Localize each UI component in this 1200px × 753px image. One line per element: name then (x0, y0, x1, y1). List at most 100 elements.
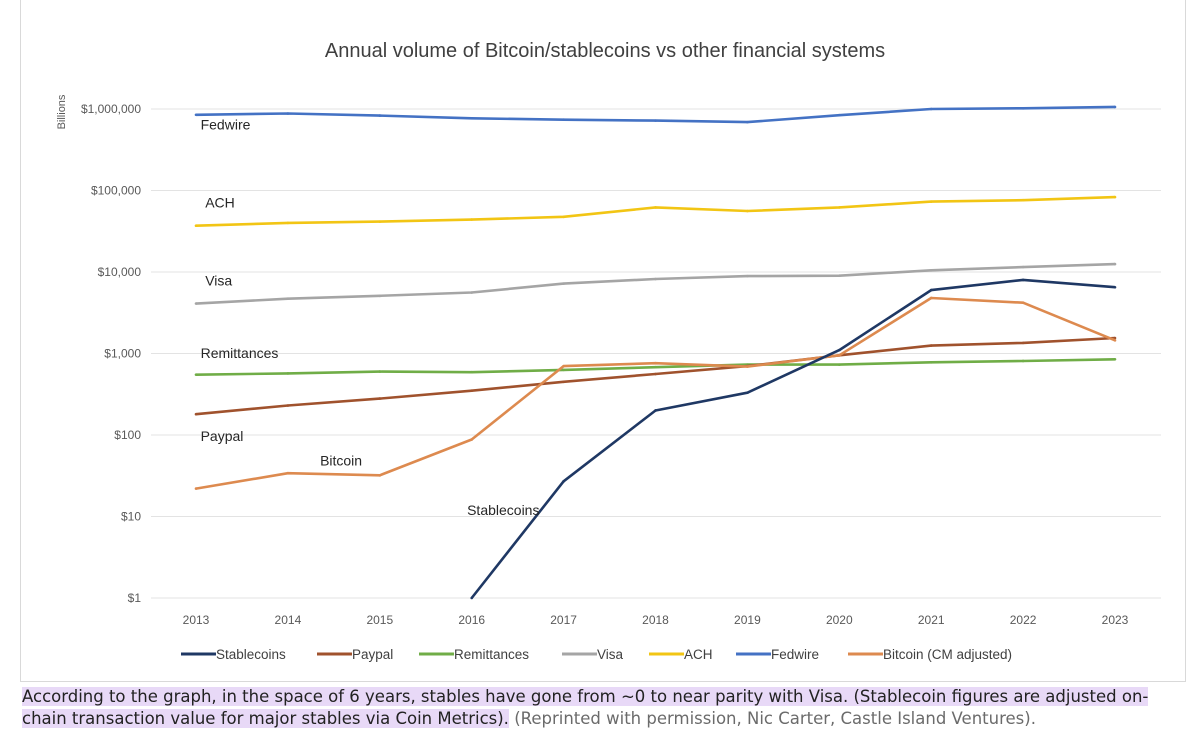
chart-frame: Annual volume of Bitcoin/stablecoins vs … (20, 0, 1186, 682)
legend-label: Fedwire (771, 647, 819, 662)
data-point (654, 372, 657, 376)
series-annotation: Remittances (201, 345, 279, 361)
data-point (1021, 278, 1025, 282)
data-point (562, 282, 565, 285)
data-point (1113, 195, 1117, 199)
series-line (470, 278, 1116, 599)
data-point (929, 344, 933, 347)
data-point (1021, 106, 1025, 110)
legend-item: Remittances (419, 647, 529, 662)
x-tick-label: 2022 (1010, 613, 1037, 627)
data-point (654, 277, 657, 281)
gridlines (151, 108, 1161, 599)
x-tick-label: 2019 (734, 613, 761, 627)
data-point (562, 480, 565, 483)
data-point (378, 294, 382, 298)
data-point (562, 380, 565, 384)
data-point (286, 221, 290, 225)
series-lines (194, 105, 1117, 600)
data-point (838, 363, 841, 366)
data-point (562, 368, 565, 372)
x-tick-label: 2017 (550, 613, 577, 627)
data-point (194, 373, 198, 376)
data-point (286, 297, 290, 301)
legend-item: Visa (562, 647, 624, 662)
data-point (929, 268, 933, 272)
data-point (378, 474, 382, 477)
data-point (746, 274, 749, 278)
x-tick-label: 2015 (366, 613, 393, 627)
series-annotation: ACH (205, 194, 235, 210)
legend-item: Fedwire (736, 647, 819, 662)
line-chart: Annual volume of Bitcoin/stablecoins vs … (56, 40, 1161, 662)
data-point (470, 116, 474, 120)
data-point (470, 389, 474, 392)
series-annotation: Paypal (201, 428, 244, 444)
data-point (194, 412, 198, 416)
series-annotation: Stablecoins (467, 502, 539, 518)
data-point (562, 215, 565, 219)
y-axis-ticks: $1 $10 $100 $1,000 $10,000 $100,000 $1,000,000 (81, 102, 141, 605)
data-point (1113, 285, 1117, 289)
data-point (1021, 198, 1025, 202)
data-point (1113, 105, 1117, 109)
series-line (195, 195, 1116, 227)
x-tick-label: 2013 (183, 613, 210, 627)
y-tick-label: $10 (121, 510, 141, 524)
data-point (194, 302, 198, 305)
data-point (562, 364, 565, 368)
series-remittances (194, 357, 1117, 376)
data-point (929, 200, 933, 203)
data-point (1021, 341, 1025, 345)
data-point (378, 114, 382, 117)
data-point (286, 471, 290, 475)
caption-credit: (Reprinted with permission, Nic Carter, … (514, 709, 1036, 728)
data-point (194, 487, 198, 490)
data-point (838, 354, 841, 357)
legend-item: Bitcoin (CM adjusted) (848, 647, 1012, 662)
x-axis-ticks: 2013 2014 2015 2016 2017 2018 2019 2020 2021 2022… (183, 613, 1129, 627)
legend-label: Bitcoin (CM adjusted) (883, 647, 1012, 662)
data-point (929, 107, 933, 111)
series-annotation: Bitcoin (320, 453, 362, 469)
data-point (1113, 357, 1117, 361)
series-annotation: Visa (205, 273, 232, 289)
y-tick-label: $1 (128, 591, 142, 605)
data-point (470, 596, 474, 600)
data-point (654, 119, 657, 122)
series-line (195, 336, 1116, 416)
x-tick-label: 2021 (918, 613, 945, 627)
data-point (746, 365, 749, 368)
legend-item: Paypal (317, 647, 393, 662)
data-point (838, 113, 841, 117)
data-point (654, 206, 657, 209)
data-point (654, 409, 657, 412)
y-tick-label: $1,000 (104, 347, 141, 361)
y-tick-label: $1,000,000 (81, 102, 141, 116)
series-annotations: Fedwire ACH Visa Remittances Paypal Bitcoin St… (201, 117, 540, 518)
data-point (929, 296, 933, 300)
data-point (378, 220, 382, 223)
data-point (286, 112, 290, 115)
chart-title: Annual volume of Bitcoin/stablecoins vs … (325, 40, 885, 62)
x-tick-label: 2023 (1102, 613, 1129, 627)
legend-label: Stablecoins (216, 647, 286, 662)
data-point (838, 274, 841, 278)
data-point (746, 209, 749, 213)
series-paypal (194, 336, 1117, 416)
data-point (746, 391, 749, 395)
data-point (1021, 359, 1025, 363)
data-point (838, 206, 841, 209)
data-point (286, 404, 290, 407)
series-visa (194, 262, 1117, 305)
legend-label: ACH (684, 647, 713, 662)
y-tick-label: $10,000 (98, 265, 142, 279)
x-tick-label: 2020 (826, 613, 853, 627)
figure-caption: According to the graph, in the space of … (22, 686, 1182, 730)
data-point (654, 365, 657, 369)
data-point (470, 218, 474, 221)
x-tick-label: 2014 (275, 613, 302, 627)
data-point (1021, 301, 1025, 305)
data-point (654, 361, 657, 365)
series-stablecoins (470, 278, 1117, 600)
